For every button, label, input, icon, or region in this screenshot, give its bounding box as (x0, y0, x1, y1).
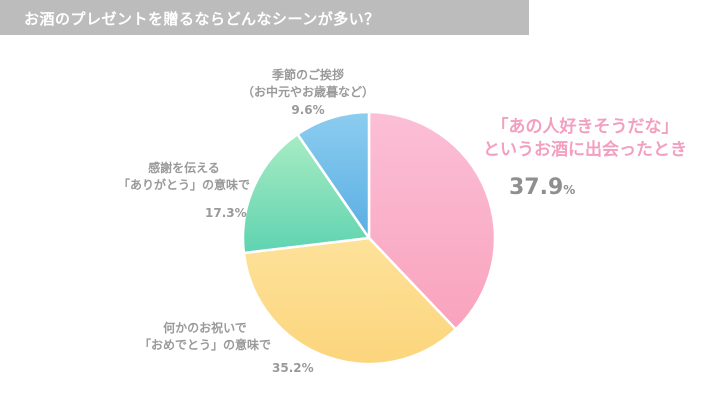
title-bar: お酒のプレゼントを贈るならどんなシーンが多い？ (0, 0, 529, 35)
thanks-label-line2: 「ありがとう」の意味で (117, 178, 250, 192)
thanks-label-line1: 感謝を伝える (148, 161, 220, 175)
pie-slice-seasonal (296, 110, 371, 240)
pie-slice-thanks (241, 132, 371, 255)
seasonal-label-line1: 季節のご挨拶 (271, 68, 344, 82)
seasonal-label: 季節のご挨拶 （お中元やお歳暮など） 9.6% (228, 67, 388, 119)
chart-title: お酒のプレゼントを贈るならどんなシーンが多い？ (24, 10, 380, 28)
celebration-value: 35.2% (272, 361, 314, 375)
seasonal-label-line2: （お中元やお歳暮など） (241, 85, 374, 99)
main-value-number: 37.9 (509, 175, 564, 200)
celebration-label-line2: 「おめでとう」の意味で (138, 338, 271, 352)
main-value: 37.9% (509, 175, 575, 200)
pie-slice-celebration (242, 236, 458, 366)
main-label-line1: 「あの人好きそうだな」 (491, 117, 679, 137)
pie-slice-main (367, 110, 497, 331)
main-label-line2: というお酒に出会ったとき (483, 140, 687, 160)
thanks-label: 感謝を伝える 「ありがとう」の意味で (114, 160, 254, 194)
thanks-value: 17.3% (205, 206, 247, 220)
seasonal-value: 9.6% (291, 103, 325, 117)
celebration-label-line1: 何かのお祝いで (163, 321, 247, 335)
main-value-unit: % (563, 183, 576, 197)
main-label: 「あの人好きそうだな」 というお酒に出会ったとき (475, 116, 695, 162)
celebration-label: 何かのお祝いで 「おめでとう」の意味で (130, 320, 280, 354)
